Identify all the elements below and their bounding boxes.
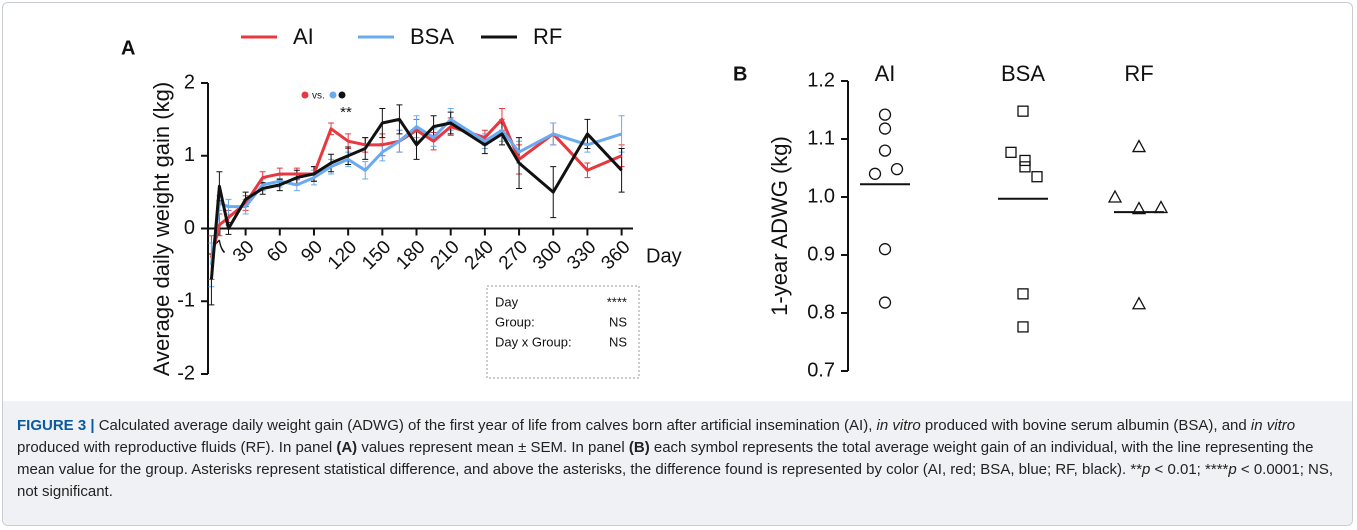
y-tick-label: 0 [184,217,195,239]
stats-term: Day x Group: [495,334,572,349]
annotation: ** [340,104,352,121]
x-tick-label: 300 [529,237,566,274]
caption-text: each symbol represents the total average… [17,439,1314,478]
x-tick-label: 60 [263,237,293,267]
data-point [1131,296,1147,310]
x-tick-label: 90 [297,237,327,267]
stats-result: NS [609,314,627,329]
legend-label: AI [293,24,314,49]
caption-text: in vitro [1250,417,1296,434]
caption-text: produced with bovine serum albumin (BSA)… [920,417,1251,434]
x-axis-label: Day [646,245,682,267]
series-line [209,117,623,266]
stats-box [486,285,640,379]
x-tick-label: 150 [358,237,395,274]
data-point [868,167,882,180]
y-tick-label: -2 [177,362,195,384]
x-tick-label: 210 [427,237,464,274]
annotation: vs. [312,91,325,102]
caption-text: p [1142,461,1151,478]
data-point [878,243,892,256]
data-point [1153,200,1169,214]
data-point [878,296,892,309]
data-point [1107,189,1123,203]
y-tick-label: 1.2 [807,69,835,91]
figure-panels: A B Average daily weight gain (kg) Day 1… [121,24,1169,384]
data-point [1017,105,1029,117]
x-tick-label: 240 [461,237,498,274]
caption-text: produced with reproductive fluids (RF). … [17,439,337,456]
caption-text: FIGURE 3 | [17,417,95,434]
legend-label: RF [533,24,562,49]
y-tick-label: 2 [184,71,195,93]
data-point [1017,321,1029,333]
y-tick-label: 1.0 [807,185,835,207]
data-point [1019,154,1031,167]
data-point [878,144,892,157]
y-tick-label: 1 [184,144,195,166]
category-label: RF [1124,61,1153,86]
category-label: BSA [1001,61,1045,86]
y-tick-label: 0.8 [807,301,835,323]
data-point [890,163,904,176]
x-tick-label: 270 [495,237,532,274]
y-axis-label: Average daily weight gain (kg) [149,82,174,376]
stats-term: Group: [495,314,535,329]
stats-term: Day [495,294,519,309]
caption-text: < 0.01; **** [1150,461,1229,478]
x-tick-label: 180 [392,237,429,274]
caption-text: values represent mean ± SEM. In panel [357,439,629,456]
annotation-dot [301,91,309,99]
annotation-dot [329,91,337,99]
y-axis-label: 1-year ADWG (kg) [767,136,792,316]
data-point [1131,139,1147,153]
caption-text: Calculated average daily weight gain (AD… [94,417,877,434]
x-tick-label: 30 [229,237,259,267]
panel-label: A [121,37,135,59]
legend-label: BSA [410,24,454,49]
data-point [1031,171,1043,183]
x-tick-label: 360 [597,237,634,274]
stats-result: **** [607,294,627,309]
data-point [878,108,892,121]
data-point [1017,288,1029,300]
data-point [1005,146,1017,158]
caption: FIGURE 3 | Calculated average daily weig… [3,401,1352,525]
panel-label: B [733,63,747,85]
x-tick-label: 330 [563,237,600,274]
y-tick-label: 0.7 [807,359,835,381]
category-label: AI [875,61,896,86]
annotation-dot [338,91,346,99]
data-point [878,122,892,135]
caption-text: (B) [628,439,650,456]
error-bar [618,147,625,193]
stats-result: NS [609,334,627,349]
caption-text: < 0.0001; NS, not significant. [17,461,1334,500]
y-tick-label: -1 [177,290,195,312]
caption-text: p [1228,461,1237,478]
caption-text: in vitro [876,417,921,434]
x-tick-label: 120 [324,237,361,274]
y-tick-label: 0.9 [807,243,835,265]
caption-text: (A) [336,439,358,456]
data-point [1131,201,1147,215]
series-line [209,117,623,280]
data-point [1019,161,1031,173]
y-tick-label: 1.1 [807,127,835,149]
